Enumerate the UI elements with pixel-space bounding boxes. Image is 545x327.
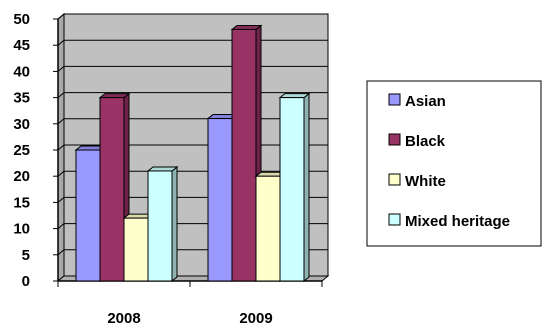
legend-label: White: [405, 173, 446, 190]
bar-front: [99, 97, 125, 282]
y-tick-label: 0: [22, 273, 30, 290]
y-tick-label: 5: [22, 247, 30, 264]
y-tick-label: 45: [13, 37, 30, 54]
legend-item-mixed-heritage: Mixed heritage: [388, 213, 510, 230]
legend-item-white: White: [388, 173, 446, 190]
bar-front: [231, 28, 257, 282]
bar-top: [230, 24, 263, 30]
y-tick-label: 15: [13, 194, 30, 211]
legend-label: Mixed heritage: [405, 213, 510, 230]
x-tick-label: 2008: [107, 310, 140, 327]
bar-front: [255, 175, 281, 282]
legend-item-black: Black: [388, 133, 446, 150]
bar-mixed-heritage-2008: [146, 165, 179, 283]
bar-mixed-heritage-2009: [278, 92, 311, 283]
y-tick-label: 20: [13, 168, 30, 185]
y-tick-label: 50: [13, 11, 30, 28]
y-tick-label: 35: [13, 90, 30, 107]
legend-label: Asian: [405, 93, 446, 110]
bar-side: [171, 165, 178, 283]
legend-swatch: [388, 213, 401, 226]
bar-front: [123, 217, 149, 282]
bar-front: [147, 170, 173, 282]
x-tick-label: 2009: [239, 310, 272, 327]
y-tick-label: 30: [13, 116, 30, 133]
gridline: [57, 13, 328, 20]
y-tick-label: 40: [13, 63, 30, 80]
bar-top: [98, 93, 131, 99]
legend: Asian Black White Mixed heritage: [366, 80, 542, 247]
bar-side: [303, 92, 310, 283]
legend-swatch: [388, 133, 401, 146]
bars: [74, 24, 311, 283]
bar-front: [279, 97, 305, 282]
bar-front: [207, 118, 233, 282]
legend-swatch: [388, 173, 401, 186]
y-tick-label: 25: [13, 142, 30, 159]
y-tick-label: 10: [13, 221, 30, 238]
legend-item-asian: Asian: [388, 93, 446, 110]
bar-front: [75, 149, 101, 282]
bar-top: [146, 166, 179, 172]
legend-swatch: [388, 93, 401, 106]
x-axis-labels: 2008 2009: [57, 281, 323, 327]
y-axis-ticks: 0 5 10 15 20 25 30 35 40 45 50: [13, 11, 58, 290]
bar-top: [278, 93, 311, 99]
legend-label: Black: [405, 133, 446, 150]
